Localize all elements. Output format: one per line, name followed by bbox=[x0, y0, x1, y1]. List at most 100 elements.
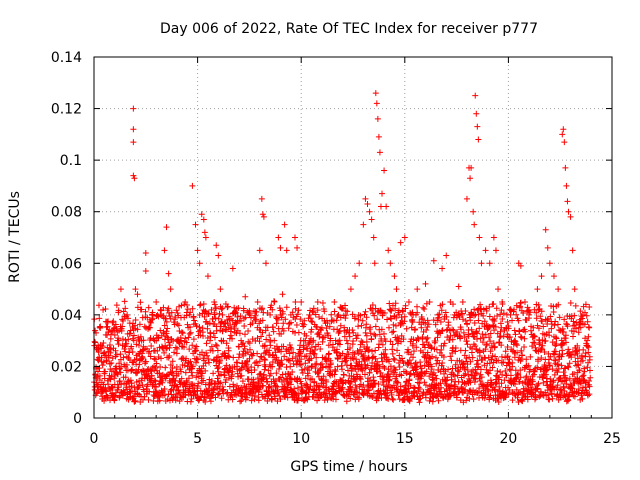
data-point bbox=[335, 311, 342, 318]
dense-marker bbox=[230, 381, 237, 388]
data-point bbox=[360, 221, 367, 228]
dense-marker bbox=[270, 298, 277, 305]
dense-marker bbox=[149, 315, 156, 322]
dense-marker bbox=[94, 368, 101, 375]
dense-marker bbox=[550, 377, 557, 384]
dense-marker bbox=[134, 326, 141, 333]
data-point bbox=[473, 110, 480, 117]
dense-marker bbox=[481, 318, 488, 325]
dense-marker bbox=[176, 327, 183, 334]
dense-marker bbox=[467, 317, 474, 324]
dense-marker bbox=[184, 379, 191, 386]
dense-marker bbox=[227, 332, 234, 339]
dense-marker bbox=[472, 375, 479, 382]
data-point bbox=[202, 234, 209, 241]
data-point bbox=[468, 164, 475, 171]
dense-marker bbox=[538, 308, 545, 315]
dense-marker bbox=[367, 330, 374, 337]
data-point bbox=[200, 216, 207, 223]
dense-marker bbox=[547, 353, 554, 360]
dense-marker bbox=[440, 353, 447, 360]
dense-marker bbox=[214, 365, 221, 372]
dense-marker bbox=[112, 393, 119, 400]
data-point bbox=[314, 298, 321, 305]
dense-marker bbox=[371, 312, 378, 319]
dense-marker bbox=[552, 318, 559, 325]
dense-marker bbox=[587, 374, 594, 381]
dense-marker bbox=[151, 377, 158, 384]
dense-marker bbox=[278, 357, 285, 364]
dense-marker bbox=[578, 352, 585, 359]
dense-marker bbox=[210, 370, 217, 377]
dense-marker bbox=[162, 364, 169, 371]
dense-marker bbox=[585, 349, 592, 356]
dense-marker bbox=[487, 338, 494, 345]
dense-marker bbox=[539, 318, 546, 325]
dense-marker bbox=[448, 382, 455, 389]
dense-marker bbox=[207, 333, 214, 340]
dense-marker bbox=[147, 319, 154, 326]
dense-marker bbox=[575, 385, 582, 392]
dense-marker bbox=[462, 317, 469, 324]
dense-marker bbox=[374, 316, 381, 323]
dense-marker bbox=[229, 335, 236, 342]
dense-marker bbox=[516, 328, 523, 335]
dense-marker bbox=[369, 348, 376, 355]
dense-marker bbox=[507, 333, 514, 340]
data-point bbox=[331, 298, 338, 305]
dense-marker bbox=[482, 331, 489, 338]
dense-marker bbox=[464, 321, 471, 328]
dense-marker bbox=[104, 323, 111, 330]
dense-marker bbox=[496, 334, 503, 341]
dense-marker bbox=[313, 354, 320, 361]
dense-marker bbox=[500, 333, 507, 340]
dense-marker bbox=[438, 328, 445, 335]
dense-marker bbox=[493, 380, 500, 387]
dense-marker bbox=[289, 368, 296, 375]
dense-marker bbox=[363, 321, 370, 328]
dense-marker bbox=[353, 360, 360, 367]
dense-marker bbox=[269, 363, 276, 370]
dense-marker bbox=[574, 342, 581, 349]
dense-marker bbox=[570, 318, 577, 325]
dense-marker bbox=[450, 327, 457, 334]
dense-marker bbox=[390, 321, 397, 328]
dense-marker bbox=[434, 334, 441, 341]
data-point bbox=[393, 286, 400, 293]
dense-marker bbox=[552, 357, 559, 364]
dense-marker bbox=[423, 368, 430, 375]
dense-marker bbox=[313, 360, 320, 367]
dense-marker bbox=[274, 316, 281, 323]
dense-marker bbox=[112, 347, 119, 354]
dense-marker bbox=[213, 354, 220, 361]
dense-marker bbox=[452, 345, 459, 352]
dense-marker bbox=[223, 376, 230, 383]
dense-marker bbox=[258, 391, 265, 398]
dense-marker bbox=[273, 383, 280, 390]
dense-marker bbox=[339, 366, 346, 373]
dense-marker bbox=[157, 327, 164, 334]
data-point bbox=[562, 164, 569, 171]
dense-marker bbox=[459, 310, 466, 317]
dense-marker bbox=[363, 332, 370, 339]
dense-marker bbox=[182, 369, 189, 376]
dense-marker bbox=[342, 312, 349, 319]
dense-marker bbox=[584, 392, 591, 399]
data-point bbox=[173, 337, 180, 344]
dense-marker bbox=[523, 373, 530, 380]
dense-marker bbox=[529, 343, 536, 350]
dense-marker bbox=[360, 352, 367, 359]
data-point bbox=[221, 350, 228, 357]
dense-marker bbox=[566, 375, 573, 382]
dense-marker bbox=[388, 368, 395, 375]
dense-marker bbox=[105, 381, 112, 388]
data-point bbox=[387, 260, 394, 267]
dense-marker bbox=[368, 335, 375, 342]
data-point bbox=[142, 249, 149, 256]
dense-marker bbox=[290, 360, 297, 367]
data-point bbox=[211, 298, 218, 305]
dense-marker bbox=[168, 309, 175, 316]
dense-marker bbox=[530, 371, 537, 378]
dense-marker bbox=[214, 347, 221, 354]
dense-marker bbox=[127, 330, 134, 337]
